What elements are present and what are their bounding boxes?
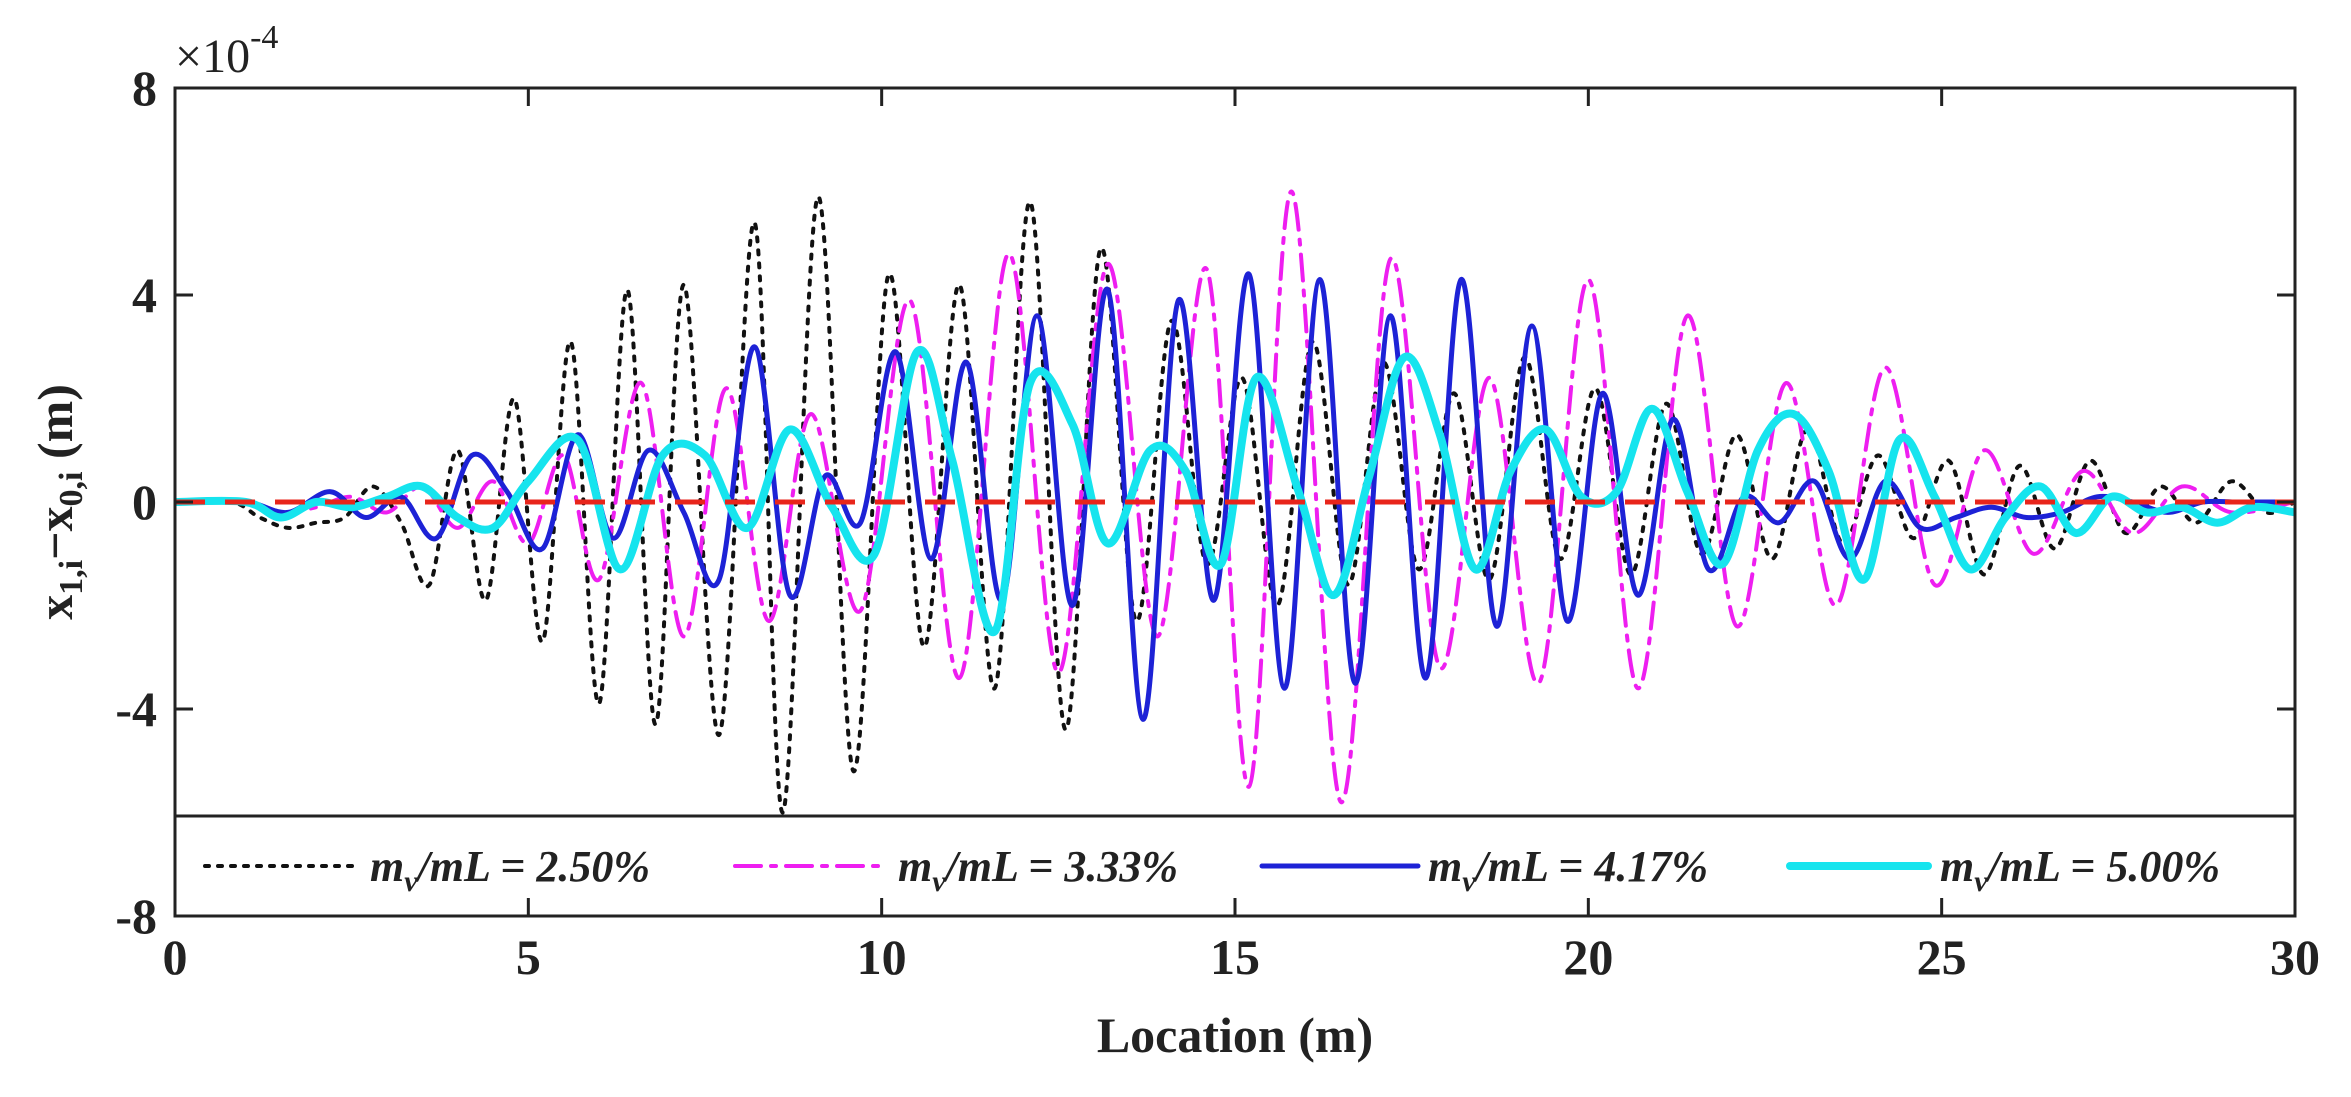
legend-item-2: mv/mL = 3.33% bbox=[733, 842, 1178, 898]
series-line-4 bbox=[175, 345, 2295, 637]
tick-layer: 0 5 10 15 20 25 30 -8 -4 0 4 8 bbox=[115, 60, 2320, 985]
legend-item-4: mv/mL = 5.00% bbox=[1786, 842, 2220, 898]
series-line-3 bbox=[175, 271, 2295, 722]
x-tick-label: 5 bbox=[516, 929, 541, 985]
y-tick-label: -4 bbox=[115, 681, 157, 737]
series-line-2 bbox=[175, 189, 2295, 805]
y-axis-label: x1,i−x0,i (m) bbox=[27, 384, 90, 620]
exponent-label: ×10-4 bbox=[175, 19, 278, 83]
legend-label: mv/mL = 2.50% bbox=[370, 842, 650, 898]
y-tick-label: -8 bbox=[115, 888, 157, 944]
y-tick-label: 0 bbox=[132, 474, 157, 530]
legend-label: mv/mL = 3.33% bbox=[898, 842, 1178, 898]
x-tick-label: 20 bbox=[1563, 929, 1613, 985]
exponent-base: ×10 bbox=[175, 30, 250, 83]
y-tick-label: 8 bbox=[132, 60, 157, 116]
x-tick-label: 30 bbox=[2270, 929, 2320, 985]
x-tick-label: 0 bbox=[163, 929, 188, 985]
legend-label: mv/mL = 5.00% bbox=[1940, 842, 2220, 898]
series-layer bbox=[175, 189, 2295, 815]
exponent-power: -4 bbox=[250, 19, 278, 56]
series-line-1 bbox=[175, 194, 2295, 815]
x-tick-label: 25 bbox=[1917, 929, 1967, 985]
y-tick-label: 4 bbox=[132, 267, 157, 323]
legend-label: mv/mL = 4.17% bbox=[1428, 842, 1708, 898]
legend-item-1: mv/mL = 2.50% bbox=[203, 842, 650, 898]
legend-items: mv/mL = 2.50% mv/mL = 3.33% mv/mL = 4.17% m… bbox=[203, 842, 2220, 898]
x-axis-label: Location (m) bbox=[1097, 1007, 1373, 1063]
x-tick-label: 10 bbox=[857, 929, 907, 985]
x-tick-label: 15 bbox=[1210, 929, 1260, 985]
legend-item-3: mv/mL = 4.17% bbox=[1259, 842, 1708, 898]
